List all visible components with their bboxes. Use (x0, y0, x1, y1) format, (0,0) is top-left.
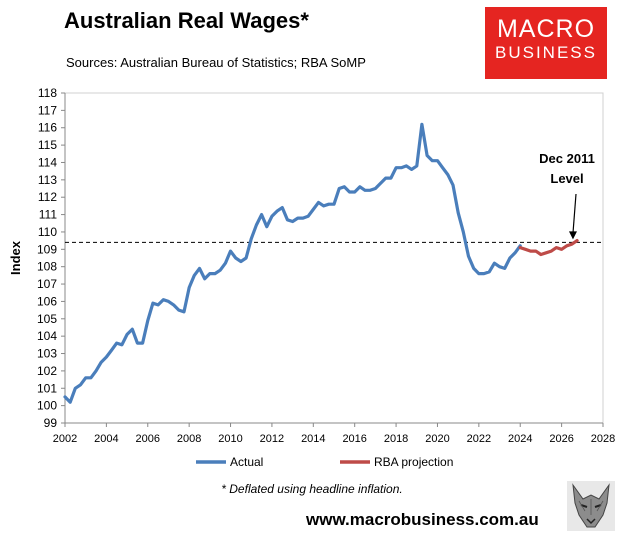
x-tick-label: 2026 (549, 433, 573, 445)
x-tick-label: 2010 (218, 433, 242, 445)
y-tick-label: 109 (37, 242, 57, 256)
footnote: * Deflated using headline inflation. (221, 482, 403, 496)
x-tick-label: 2022 (467, 433, 491, 445)
y-axis-label: Index (8, 240, 23, 275)
annotation-arrow-head (568, 231, 577, 240)
y-tick-label: 105 (37, 312, 57, 326)
y-tick-label: 114 (38, 155, 57, 169)
x-tick-label: 2012 (260, 433, 284, 445)
y-tick-label: 111 (39, 208, 58, 222)
x-tick-label: 2006 (136, 433, 160, 445)
y-tick-label: 99 (44, 416, 58, 430)
y-tick-label: 117 (38, 103, 57, 117)
y-tick-label: 115 (38, 138, 57, 152)
y-tick-label: 112 (38, 190, 57, 204)
legend-label-actual: Actual (230, 455, 263, 469)
website-url[interactable]: www.macrobusiness.com.au (306, 510, 539, 529)
macrobusiness-logo: MACRO BUSINESS (485, 7, 607, 79)
y-tick-label: 104 (37, 329, 57, 343)
annotation-arrow-line (572, 193, 577, 234)
chart-title: Australian Real Wages* (64, 8, 309, 33)
x-tick-label: 2002 (53, 433, 77, 445)
x-tick-label: 2016 (342, 433, 366, 445)
y-tick-label: 113 (38, 173, 57, 187)
y-tick-label: 106 (37, 294, 57, 308)
x-tick-label: 2018 (384, 433, 408, 445)
x-tick-label: 2014 (301, 433, 325, 445)
y-tick-label: 108 (37, 260, 57, 274)
series-line-actual (63, 122, 522, 404)
x-tick-label: 2020 (425, 433, 449, 445)
annotation-label-line2: Level (550, 171, 583, 186)
y-tick-label: 101 (37, 381, 57, 395)
series-line-rba-projection (518, 239, 579, 257)
x-tick-label: 2028 (591, 433, 615, 445)
y-tick-label: 102 (37, 364, 57, 378)
y-tick-label: 103 (37, 347, 57, 361)
y-tick-label: 118 (38, 86, 57, 100)
plot-area-border (64, 92, 604, 424)
annotation-label-line1: Dec 2011 (539, 151, 595, 166)
logo-line1: MACRO (496, 15, 596, 43)
x-tick-label: 2004 (94, 433, 118, 445)
x-tick-label: 2024 (508, 433, 532, 445)
chart-sources: Sources: Australian Bureau of Statistics… (66, 55, 366, 70)
y-tick-label: 107 (37, 277, 57, 291)
legend-label-rba-projection: RBA projection (374, 455, 453, 469)
y-tick-label: 100 (37, 399, 57, 413)
x-tick-label: 2008 (177, 433, 201, 445)
wolf-mascot-icon (567, 481, 615, 531)
logo-line2: BUSINESS (495, 43, 597, 62)
y-tick-label: 110 (38, 225, 57, 239)
y-tick-label: 116 (38, 121, 57, 135)
